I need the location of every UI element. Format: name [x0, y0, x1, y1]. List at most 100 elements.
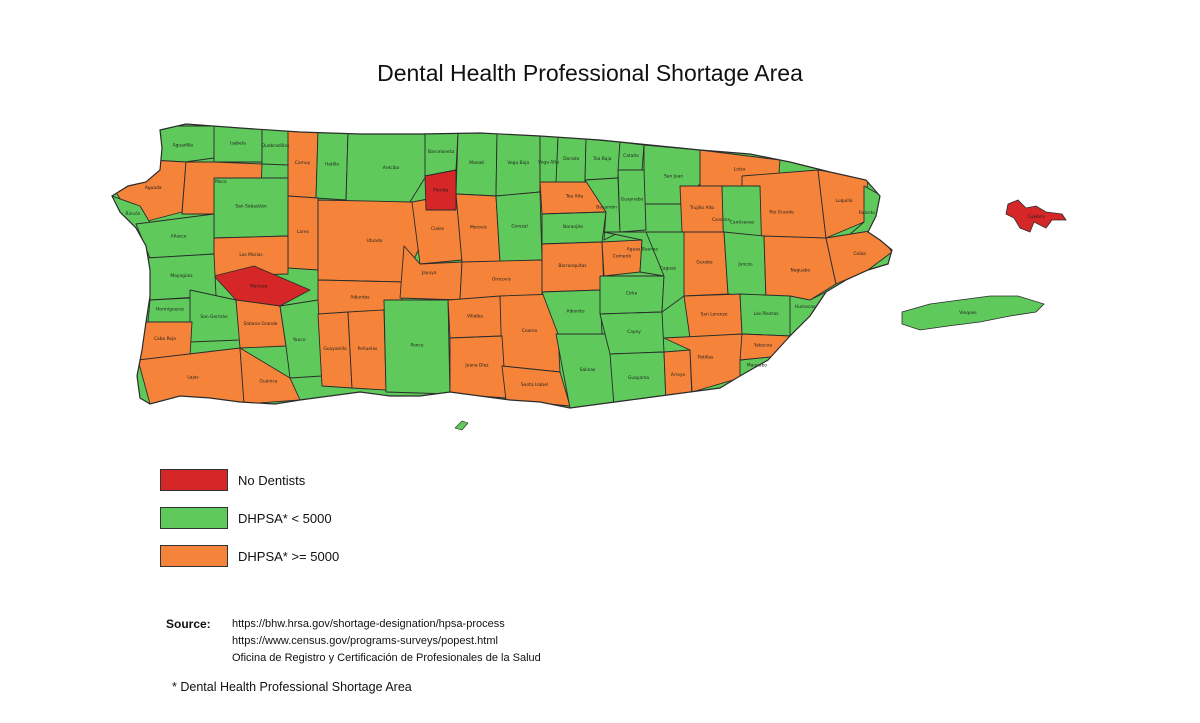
- legend-label-over-5000: DHPSA* >= 5000: [238, 548, 340, 564]
- municipality-label-carolina: Carolina: [712, 217, 730, 223]
- municipality-label-dorado: Dorado: [563, 156, 579, 162]
- municipality-label-san-german: San Germán: [200, 313, 227, 320]
- municipality-label-naranjito: Naranjito: [563, 224, 583, 230]
- legend-label-no-dentists: No Dentists: [238, 472, 306, 488]
- municipality-label-adjuntas: Adjuntas: [350, 295, 370, 301]
- municipality-label-vega-alta: Vega Alta: [538, 160, 559, 166]
- municipality-label-naguabo: Naguabo: [791, 268, 811, 274]
- municipality-label-aibonito: Aibonito: [566, 309, 584, 315]
- legend-swatch-over-5000: [160, 545, 228, 567]
- municipality-label-hormigueros: Hormigueros: [156, 307, 185, 313]
- municipality-label-cabo-rojo: Cabo Rojo: [154, 336, 176, 342]
- municipality-label-santa-isabel: Santa Isabel: [521, 382, 548, 388]
- municipality-label-humacao: Humacao: [795, 304, 816, 310]
- municipality-label-ceiba: Ceiba: [853, 251, 866, 257]
- municipality-label-vega-baja: Vega Baja: [507, 160, 529, 166]
- municipality-label-catano: Cataño: [623, 153, 639, 159]
- footnote: * Dental Health Professional Shortage Ar…: [172, 680, 412, 694]
- municipality-label-san-sebastian: San Sebastián: [235, 203, 267, 210]
- municipality-label-barranquitas: Barranquitas: [558, 263, 587, 269]
- municipality-label-arroyo: Arroyo: [671, 372, 686, 378]
- municipality-label-rio-grande: Río Grande: [769, 209, 794, 216]
- municipality-label-maunabo: Maunabo: [747, 363, 768, 369]
- municipality-label-quebradillas: Quebradillas: [262, 143, 290, 149]
- map-title: Dental Health Professional Shortage Area: [377, 60, 803, 86]
- municipality-label-ciales: Ciales: [431, 226, 445, 232]
- municipality-label-bayamon: Bayamón: [596, 203, 617, 210]
- municipality-label-penuelas: Peñuelas: [358, 346, 378, 352]
- municipality-label-morovis: Morovis: [470, 225, 488, 231]
- municipality-label-cidra: Cidra: [626, 291, 638, 297]
- municipality-label-toa-alta: Toa Alta: [565, 194, 584, 200]
- municipality-ceiba: [825, 229, 892, 285]
- municipality-label-florida: Florida: [433, 188, 448, 194]
- municipality-label-villalba: Villalba: [467, 314, 483, 320]
- municipality-vieques: [901, 295, 1045, 331]
- municipality-label-anasco: Añasco: [171, 234, 187, 240]
- municipality-label-aguas-buenas: Aguas Buenas: [627, 246, 659, 252]
- municipality-label-yabucoa: Yabucoa: [753, 343, 772, 349]
- municipality-label-san-juan: San Juan: [664, 173, 683, 179]
- municipality-maricao: [213, 265, 311, 307]
- municipality-label-barceloneta: Barceloneta: [428, 149, 455, 155]
- municipality-patillas: [663, 333, 743, 393]
- municipality-label-comerio: Comerío: [613, 253, 632, 260]
- municipality-label-guayama: Guayama: [628, 375, 649, 381]
- main-island-outline: [111, 123, 893, 409]
- municipality-guaynabo: [617, 169, 647, 233]
- municipality-label-gurabo: Gurabo: [696, 260, 712, 266]
- municipality-label-ponce: Ponce: [410, 343, 423, 349]
- municipality-label-caguas: Caguas: [660, 266, 677, 272]
- municipality-label-sabana-grande: Sabana Grande: [244, 321, 278, 327]
- legend-item-no-dentists: No Dentists: [160, 467, 305, 493]
- source-label: Source:: [166, 617, 211, 631]
- legend-swatch-under-5000: [160, 507, 228, 529]
- legend-item-under-5000: DHPSA* < 5000: [160, 505, 332, 531]
- municipality-label-maricao: Maricao: [250, 284, 268, 290]
- municipality-label-orocovis: Orocovis: [492, 277, 512, 283]
- legend-label-under-5000: DHPSA* < 5000: [238, 510, 332, 526]
- municipality-label-guaynabo: Guaynabo: [621, 197, 644, 203]
- municipality-label-salinas: Salinas: [580, 367, 596, 373]
- municipality-label-trujillo-alto: Trujillo Alto: [689, 205, 715, 211]
- municipality-label-culebra: Culebra: [1027, 214, 1044, 220]
- municipality-label-luquillo: Luquillo: [835, 198, 852, 204]
- municipality-naguabo: [763, 235, 837, 301]
- legend-item-over-5000: DHPSA* >= 5000: [160, 543, 339, 569]
- source-block: Source: https://bhw.hrsa.gov/shortage-de…: [166, 617, 541, 667]
- municipality-bayamon: [584, 177, 621, 241]
- source-org: Oficina de Registro y Certificación de P…: [232, 652, 541, 664]
- municipality-label-cayey: Cayey: [627, 329, 641, 335]
- municipality-label-juana-diaz: Juana Díaz: [464, 362, 489, 369]
- municipality-label-yauco: Yauco: [292, 337, 306, 343]
- legend-swatch-no-dentists: [160, 469, 228, 491]
- municipality-label-guayanilla: Guayanilla: [323, 346, 347, 352]
- municipality-label-lajas: Lajas: [187, 375, 199, 381]
- municipality-florida: [424, 169, 457, 211]
- municipality-label-corozal: Corozal: [511, 224, 527, 230]
- municipality-caguas: [645, 231, 685, 313]
- municipality-label-moca: Moca: [215, 179, 227, 185]
- municipality-label-camuy: Camuy: [295, 160, 311, 166]
- municipality-label-manati: Manatí: [469, 159, 485, 166]
- municipality-culebra: [1005, 199, 1067, 233]
- municipality-label-lares: Lares: [297, 229, 310, 235]
- source-link-census: https://www.census.gov/programs-surveys/…: [232, 635, 498, 647]
- source-lines: https://bhw.hrsa.gov/shortage-designatio…: [232, 616, 541, 667]
- municipality-label-isabela: Isabela: [230, 141, 246, 147]
- municipality-label-loiza: Loíza: [734, 166, 746, 173]
- municipality-label-mayaguez: Mayagüez: [170, 273, 193, 279]
- municipality-label-patillas: Patillas: [698, 354, 714, 360]
- municipality-label-fajardo: Fajardo: [859, 210, 875, 216]
- municipality-label-jayuya: Jayuya: [421, 270, 437, 276]
- municipality-label-canovanas: Canóvanas: [730, 219, 755, 226]
- municipality-label-rincon: Rincón: [126, 210, 141, 217]
- municipality-label-aguadilla: Aguadilla: [173, 142, 194, 148]
- source-link-hrsa: https://bhw.hrsa.gov/shortage-designatio…: [232, 618, 505, 630]
- municipality-label-arecibo: Arecibo: [383, 165, 400, 171]
- municipality-label-vieques: Vieques: [959, 310, 977, 316]
- municipality-label-las-marias: Las Marías: [239, 251, 263, 258]
- municipality-salinas: [555, 333, 615, 408]
- municipality-label-coamo: Coamo: [522, 328, 538, 334]
